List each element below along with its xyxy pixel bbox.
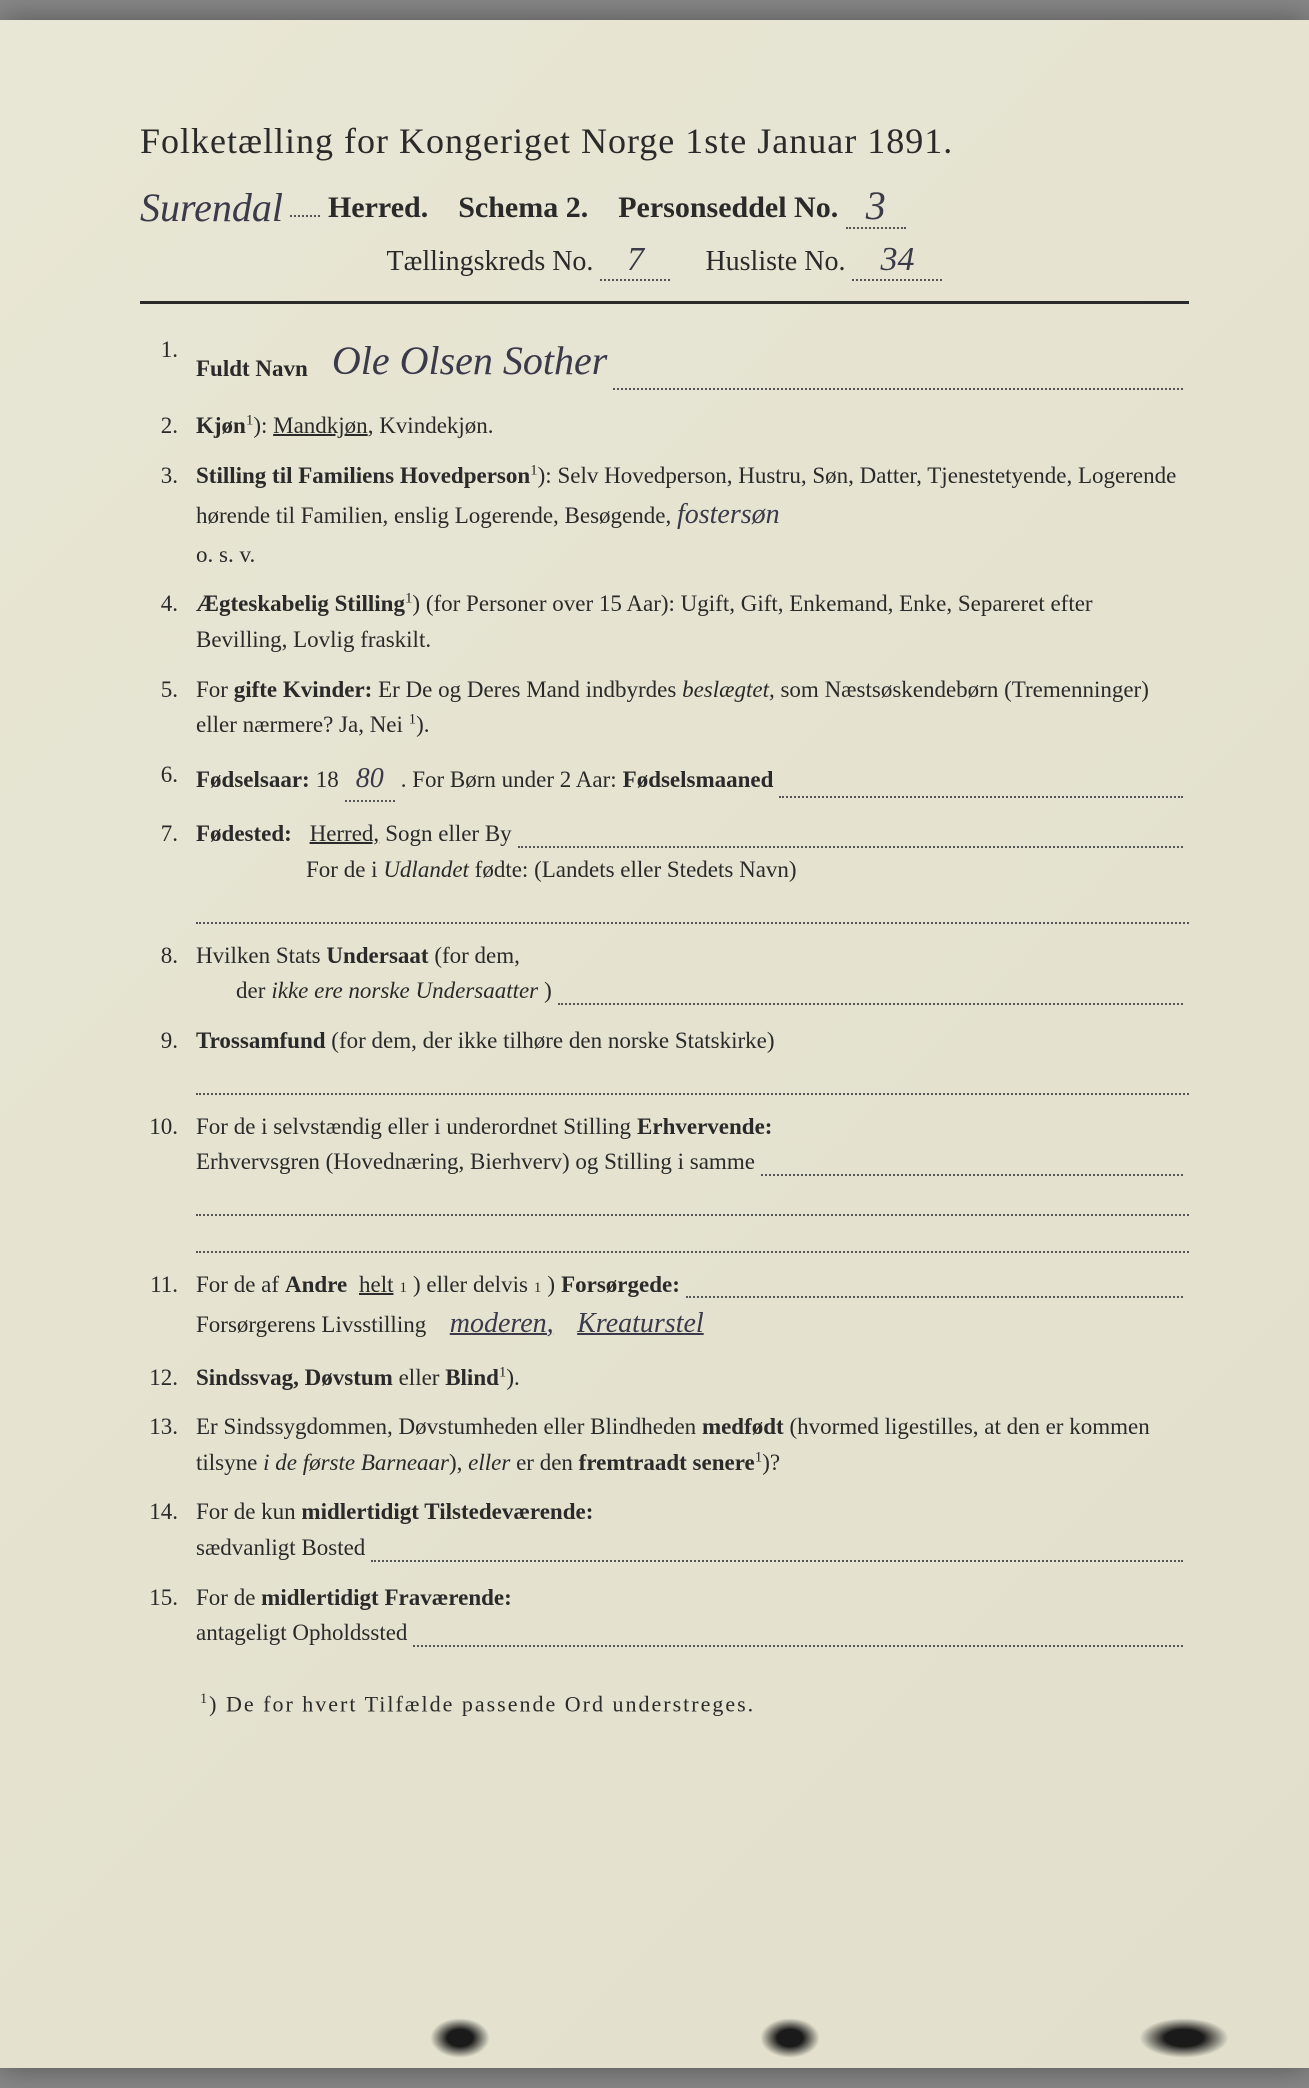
item-num: 3.: [140, 458, 196, 573]
husliste-no: 34: [880, 241, 914, 279]
label-stilling: Stilling til Familiens Hovedperson: [196, 463, 530, 488]
opt-herred: Herred,: [310, 816, 380, 852]
item-2: 2. Kjøn1): Mandkjøn, Kvindekjøn.: [140, 408, 1189, 444]
item-11: 11. For de af Andre helt1 ) eller delvis…: [140, 1267, 1189, 1346]
item-num: 10.: [140, 1109, 196, 1253]
personseddel-label: Personseddel No.: [618, 191, 838, 224]
census-form-page: Folketælling for Kongeriget Norge 1ste J…: [0, 20, 1309, 2068]
item-num: 2.: [140, 408, 196, 444]
label-forsorgede: Forsørgede:: [561, 1267, 680, 1303]
item-8: 8. Hvilken Stats Undersaat (for dem, der…: [140, 938, 1189, 1009]
item-6: 6. Fødselsaar: 1880 . For Børn under 2 A…: [140, 757, 1189, 802]
item-num: 12.: [140, 1360, 196, 1396]
schema-label: Schema 2.: [458, 191, 588, 224]
divider: [140, 301, 1189, 304]
footnote: 1) De for hvert Tilfælde passende Ord un…: [140, 1691, 1189, 1717]
item-num: 9.: [140, 1023, 196, 1095]
label-fodselsaar: Fødselsaar:: [196, 762, 310, 798]
item-num: 14.: [140, 1494, 196, 1565]
personseddel-no: 3: [866, 182, 886, 229]
label-sindssvag: Sindssvag, Døvstum: [196, 1365, 393, 1390]
item-5: 5. For gifte Kvinder: Er De og Deres Man…: [140, 672, 1189, 743]
item-num: 4.: [140, 586, 196, 657]
kreds-label: Tællingskreds No.: [387, 246, 594, 277]
label-tilstedevaerende: midlertidigt Tilstedeværende:: [301, 1499, 593, 1524]
item-num: 13.: [140, 1409, 196, 1480]
label-fravaerende: midlertidigt Fraværende:: [261, 1585, 512, 1610]
item-10: 10. For de i selvstændig eller i underor…: [140, 1109, 1189, 1253]
forsorgeren-hw2: Kreaturstel: [577, 1302, 704, 1345]
opt-kvindekjon: Kvindekjøn.: [379, 413, 493, 438]
item-num: 8.: [140, 938, 196, 1009]
label-erhvervende: Erhvervende:: [637, 1109, 772, 1145]
kreds-no: 7: [627, 241, 644, 279]
title-line3: Tællingskreds No. 7 Husliste No. 34: [140, 241, 1189, 281]
item-13: 13. Er Sindssygdommen, Døvstumheden elle…: [140, 1409, 1189, 1480]
stilling-hw: fostersøn: [677, 493, 780, 536]
header-block: Folketælling for Kongeriget Norge 1ste J…: [140, 120, 1189, 281]
title-main: Folketælling for Kongeriget Norge 1ste J…: [140, 120, 1189, 162]
opt-mandkjon: Mandkjøn: [273, 413, 368, 438]
label-fodselsmaaned: Fødselsmaaned: [623, 762, 774, 798]
herred-label: Herred.: [328, 191, 428, 224]
item-3: 3. Stilling til Familiens Hovedperson1):…: [140, 458, 1189, 573]
item-15: 15. For de midlertidigt Fraværende: anta…: [140, 1580, 1189, 1651]
item-7: 7. Fødested: Herred, Sogn eller By For d…: [140, 816, 1189, 923]
item-14: 14. For de kun midlertidigt Tilstedevære…: [140, 1494, 1189, 1565]
label-fodested: Fødested:: [196, 816, 292, 852]
paper-damage: [760, 2018, 820, 2058]
paper-damage: [430, 2018, 490, 2058]
item-num: 5.: [140, 672, 196, 743]
item-num: 11.: [140, 1267, 196, 1346]
item-num: 1.: [140, 332, 196, 394]
title-line2: Surendal Herred. Schema 2. Personseddel …: [140, 180, 1189, 229]
item-1: 1. Fuldt Navn Ole Olsen Sother: [140, 332, 1189, 394]
paper-damage: [1139, 2018, 1229, 2058]
husliste-label: Husliste No.: [705, 246, 845, 277]
label-aegteskab: Ægteskabelig Stilling: [196, 591, 405, 616]
item-12: 12. Sindssvag, Døvstum eller Blind1).: [140, 1360, 1189, 1396]
label-kjon: Kjøn: [196, 413, 246, 438]
year-hw: 80: [356, 757, 384, 800]
item-9: 9. Trossamfund (for dem, der ikke tilhør…: [140, 1023, 1189, 1095]
item-num: 7.: [140, 816, 196, 923]
navn-value: Ole Olsen Sother: [332, 330, 608, 392]
herred-handwritten: Surendal: [140, 184, 283, 231]
item-num: 15.: [140, 1580, 196, 1651]
label-navn: Fuldt Navn: [196, 351, 308, 387]
label-trossamfund: Trossamfund: [196, 1028, 326, 1053]
label-undersaat: Undersaat: [326, 943, 428, 968]
label-gifte: gifte Kvinder:: [234, 677, 373, 702]
forsorgeren-hw1: moderen,: [450, 1302, 554, 1345]
item-num: 6.: [140, 757, 196, 802]
form-list: 1. Fuldt Navn Ole Olsen Sother 2. Kjøn1)…: [140, 332, 1189, 1651]
item-4: 4. Ægteskabelig Stilling1) (for Personer…: [140, 586, 1189, 657]
